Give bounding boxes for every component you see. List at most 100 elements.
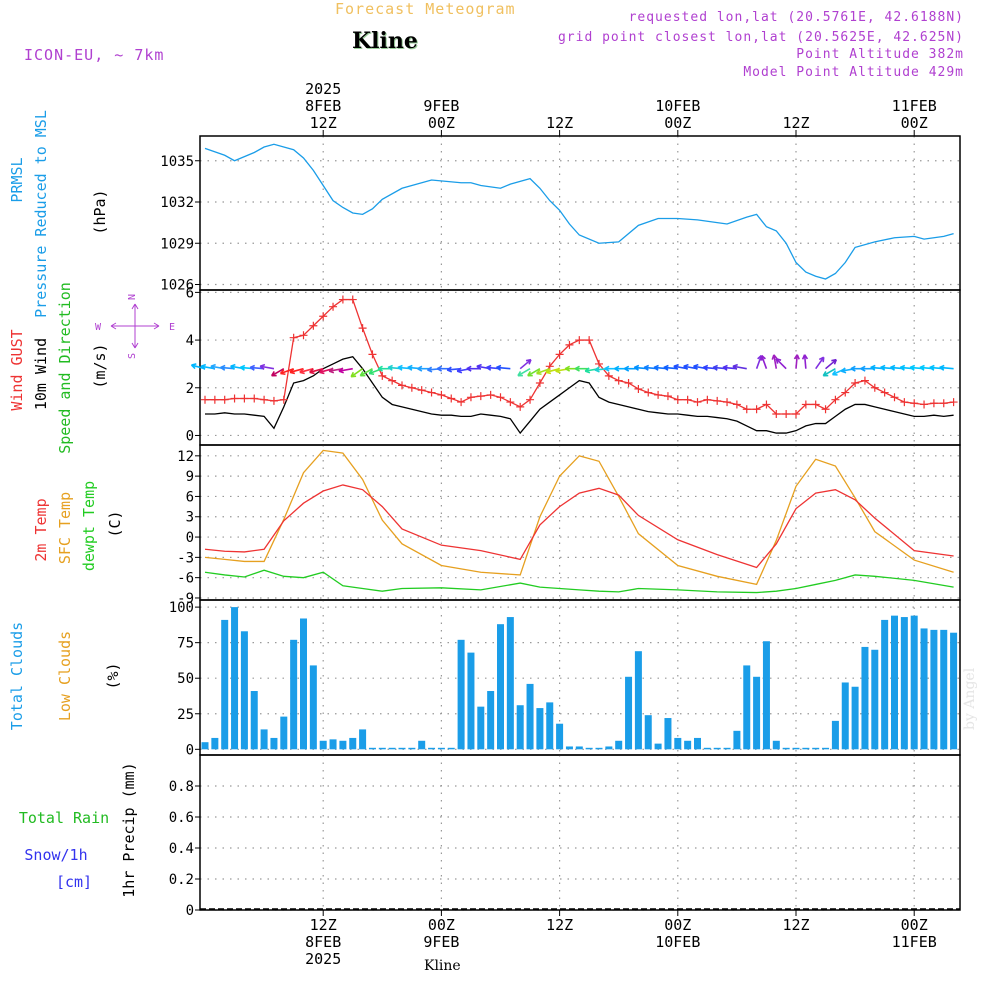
- cloud-bar: [467, 652, 475, 750]
- gust-marker: [368, 350, 377, 359]
- top-time-label: 12Z: [782, 114, 809, 132]
- arrow-head: [338, 367, 344, 374]
- gust-marker: [486, 390, 495, 399]
- cloud-bar: [762, 641, 770, 750]
- arrow-shaft: [260, 365, 275, 370]
- gust-marker: [624, 379, 633, 387]
- panel-frame: [199, 289, 961, 446]
- arrow-head: [614, 365, 620, 372]
- rain-legend: Total Rain: [19, 809, 109, 827]
- gust-marker: [427, 388, 436, 397]
- y-tick-label: 1035: [160, 154, 194, 170]
- bottom-time-label: 00Z: [901, 916, 928, 934]
- gust-marker: [555, 350, 564, 359]
- bottom-time-label: 10FEB: [655, 933, 700, 951]
- cloud-bar: [841, 682, 849, 750]
- arrow-shaft: [773, 354, 778, 369]
- gust-marker: [772, 410, 781, 418]
- gust-marker: [752, 405, 761, 414]
- y-tick-label: 0.6: [169, 810, 194, 826]
- y-tick-label: 3: [186, 510, 194, 526]
- gust-marker: [831, 395, 840, 404]
- gust-marker: [348, 295, 357, 304]
- arrow-shaft: [299, 367, 314, 374]
- gust-marker: [476, 392, 485, 401]
- sfc-temp-line: [204, 449, 954, 586]
- wind-direction-arrow: [527, 367, 541, 377]
- compass-rose: [110, 303, 160, 349]
- pressure-unit: (hPa): [91, 189, 109, 234]
- arrow-shaft: [536, 367, 551, 375]
- gust-marker: [742, 405, 751, 414]
- gust-marker: [437, 390, 446, 399]
- gust-marker: [732, 400, 741, 409]
- arrow-head: [574, 365, 580, 372]
- wind-direction-arrow: [350, 368, 364, 378]
- arrow-shaft: [775, 358, 787, 370]
- wind-direction-arrow: [535, 367, 551, 376]
- cloud-bar: [654, 743, 662, 750]
- arrow-head: [495, 364, 502, 371]
- cloud-bar: [280, 716, 288, 750]
- arrow-head: [624, 365, 630, 372]
- gust-marker: [565, 340, 574, 349]
- clouds-unit: (%): [104, 662, 122, 689]
- gust-marker: [693, 398, 702, 407]
- wind-direction-arrow: [574, 365, 590, 372]
- cloud-bar: [605, 746, 613, 750]
- cloud-bar: [782, 747, 790, 750]
- panel-4: 0 25 50 75 100: [169, 599, 961, 758]
- gust-marker: [663, 392, 672, 401]
- top-time-label: 11FEB: [892, 97, 937, 115]
- y-tick-label: 0.8: [169, 779, 194, 795]
- arrow-shaft: [939, 366, 954, 370]
- arrow-head: [279, 369, 286, 376]
- cloud-bar: [950, 632, 958, 750]
- cloud-bar: [753, 676, 761, 750]
- gust-marker: [713, 396, 722, 405]
- arrow-head: [722, 364, 728, 371]
- arrow-head: [760, 354, 766, 361]
- y-tick-label: 0.4: [169, 841, 194, 857]
- arrow-head: [633, 364, 640, 371]
- arrow-shaft: [822, 367, 836, 377]
- arrow-shaft: [517, 367, 531, 377]
- arrow-head: [368, 369, 375, 376]
- arrow-shaft: [527, 367, 541, 377]
- panel-frame: [199, 444, 961, 601]
- gust-marker: [240, 394, 249, 403]
- cloud-bar: [398, 747, 406, 750]
- y-tick-label: -9: [177, 591, 194, 607]
- cloud-bar: [684, 740, 692, 750]
- cloud-bar: [231, 607, 239, 750]
- arrow-head: [289, 368, 296, 375]
- y-tick-label: 6: [186, 489, 194, 505]
- y-tick-label: 0: [186, 903, 194, 919]
- bottom-time-label: 11FEB: [892, 933, 937, 951]
- gust-marker: [920, 400, 929, 409]
- wind-speed-line: [205, 356, 954, 435]
- cloud-bar: [536, 708, 544, 750]
- arrow-head: [525, 358, 532, 365]
- arrow-head: [200, 363, 207, 371]
- temp-unit: (C): [106, 510, 124, 537]
- cloud-bar: [940, 629, 948, 750]
- arrow-shaft: [815, 356, 825, 370]
- arrow-head: [818, 356, 825, 363]
- arrow-head: [456, 367, 463, 374]
- wind-direction-arrow: [760, 354, 768, 369]
- cloud-bar: [743, 665, 751, 750]
- cloud-bar: [634, 651, 642, 750]
- arrow-head: [712, 364, 719, 371]
- arrow-head: [555, 367, 561, 374]
- gust-marker: [466, 393, 475, 402]
- model-label: ICON-EU, ~ 7km: [24, 46, 165, 64]
- cloud-bar: [300, 618, 307, 750]
- bottom-time-label: 9FEB: [423, 933, 459, 951]
- cloud-bar: [319, 740, 327, 750]
- gust-marker: [654, 390, 663, 399]
- cloud-bar: [211, 737, 219, 750]
- gust-marker: [220, 395, 229, 404]
- precip-label: 1hr Precip (mm): [120, 762, 138, 897]
- cloud-bar: [930, 629, 938, 750]
